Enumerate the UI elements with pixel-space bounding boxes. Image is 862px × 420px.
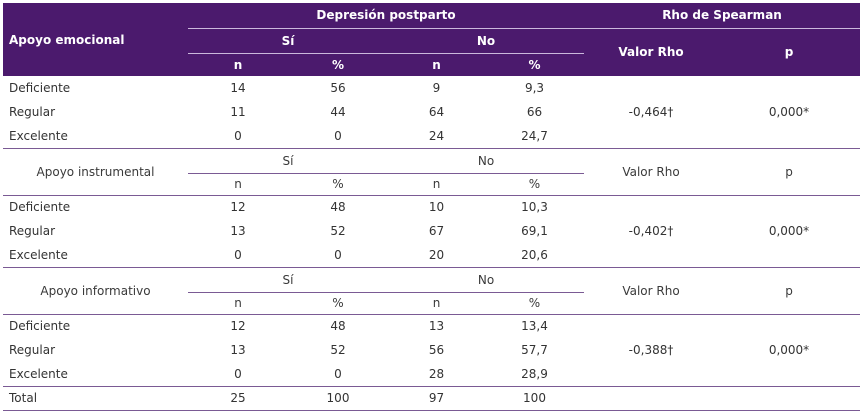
row-label: Excelente [3, 124, 188, 149]
section-label: Apoyo instrumental [3, 148, 188, 196]
sub-header-pct-si: % [288, 292, 388, 315]
row-label: Excelente [3, 362, 188, 387]
total-si-n: 25 [188, 386, 288, 411]
sub-header-no: No [388, 267, 585, 293]
sub-header-p: p [718, 148, 861, 196]
cell-no-pct: 13,4 [521, 319, 548, 334]
row-label: Regular [9, 224, 56, 238]
cell-si-n: 12 [230, 200, 246, 215]
cell-no-pct: 69,1 [521, 224, 548, 238]
cell-si-n: 13 [230, 224, 246, 238]
row-label: Excelente [3, 243, 188, 268]
total-empty-p [718, 386, 861, 411]
table-row: Excelente 0 0 24 24,7 [3, 124, 860, 149]
table-row: Excelente 0 0 28 28,9 [3, 362, 860, 387]
cell-si-n: 0 [188, 243, 288, 268]
cell-no-pct: 28,9 [485, 362, 585, 387]
cell-no-n: 13 [428, 319, 445, 334]
cell-si-n: 14 [230, 81, 246, 95]
total-empty-rho [584, 386, 719, 411]
cell-no-n: 64 [428, 105, 445, 119]
sub-header-pct-no: % [485, 173, 585, 196]
results-table: Apoyo emocional Depresión postparto Rho … [3, 3, 861, 411]
cell-si-n: 12 [230, 319, 246, 334]
sub-header-pct-si: % [288, 173, 388, 196]
header-depresion-postparto: Depresión postparto [188, 3, 585, 29]
cell-si-pct: 44 [330, 105, 346, 119]
cell-no-n: 24 [388, 124, 485, 149]
cell-no-n: 28 [388, 362, 485, 387]
table-row: Excelente 0 0 20 20,6 [3, 243, 860, 268]
cell-si-n: 11 [230, 105, 246, 119]
cell-si-pct: 56 [330, 81, 346, 95]
header-n-no: n [388, 53, 485, 76]
cell-no-n: 67 [428, 224, 445, 238]
sub-header-si: Sí [188, 148, 388, 174]
sub-header-n-no: n [388, 292, 485, 315]
cell-no-pct: 24,7 [485, 124, 585, 149]
total-si-pct: 100 [288, 386, 388, 411]
cell-p: 0,000* [718, 76, 861, 149]
cell-no-pct: 66 [526, 105, 543, 119]
sub-header-n-si: n [188, 292, 288, 315]
table-row: Regular 13 52 67 69,1 [3, 219, 860, 243]
cell-no-pct: 10,3 [521, 200, 548, 215]
cell-si-pct: 0 [288, 124, 388, 149]
sub-header-valor-rho: Valor Rho [584, 267, 719, 315]
sub-header-pct-no: % [485, 292, 585, 315]
header-p: p [718, 28, 861, 76]
cell-si-pct: 52 [330, 224, 346, 238]
cell-rho: -0,464† [584, 76, 719, 149]
header-pct-no: % [485, 53, 585, 76]
cell-p: 0,000* [718, 314, 861, 387]
sub-header-valor-rho: Valor Rho [584, 148, 719, 196]
total-row: Total 25 100 97 100 [3, 386, 861, 411]
cell-p: 0,000* [718, 195, 861, 268]
sub-header-si: Sí [188, 267, 388, 293]
cell-si-pct: 48 [330, 319, 346, 334]
cell-si-n: 0 [188, 362, 288, 387]
table-row: Deficiente 12 48 10 10,3 -0,402† 0,000* [3, 195, 861, 268]
row-label: Regular [9, 105, 56, 119]
row-label: Deficiente [9, 200, 71, 215]
total-no-pct: 100 [485, 386, 585, 411]
cell-no-n: 9 [432, 81, 441, 95]
sub-header-n-si: n [188, 173, 288, 196]
header-si: Sí [188, 28, 388, 54]
cell-no-pct: 57,7 [521, 343, 548, 357]
header-rho-spearman: Rho de Spearman [584, 3, 861, 29]
cell-rho: -0,402† [584, 195, 719, 268]
table-row: Deficiente 12 48 13 13,4 -0,388† 0,000* [3, 314, 861, 387]
cell-si-pct: 48 [330, 200, 346, 215]
cell-si-pct: 0 [288, 243, 388, 268]
sub-header-no: No [388, 148, 585, 174]
sub-header-n-no: n [388, 173, 485, 196]
row-label: Deficiente [9, 81, 71, 95]
cell-no-pct: 20,6 [485, 243, 585, 268]
cell-si-pct: 0 [288, 362, 388, 387]
row-label: Regular [9, 343, 56, 357]
cell-no-n: 56 [428, 343, 445, 357]
table-row: Regular 13 52 56 57,7 [3, 338, 860, 362]
table-row: Regular 11 44 64 66 [3, 100, 860, 124]
header-n-si: n [188, 53, 288, 76]
header-row-label: Apoyo emocional [3, 3, 188, 76]
header-pct-si: % [288, 53, 388, 76]
cell-si-n: 0 [188, 124, 288, 149]
cell-no-n: 20 [388, 243, 485, 268]
total-no-n: 97 [388, 386, 485, 411]
section-label: Apoyo informativo [3, 267, 188, 315]
row-label: Deficiente [9, 319, 71, 334]
sub-header-p: p [718, 267, 861, 315]
cell-no-n: 10 [428, 200, 445, 215]
cell-rho: -0,388† [584, 314, 719, 387]
cell-si-n: 13 [230, 343, 246, 357]
cell-no-pct: 9,3 [524, 81, 545, 95]
cell-si-pct: 52 [330, 343, 346, 357]
total-label: Total [3, 386, 188, 411]
header-no: No [388, 28, 585, 54]
table-row: Deficiente 14 56 9 9,3 -0,464† 0,000* [3, 76, 861, 149]
header-valor-rho: Valor Rho [584, 28, 719, 76]
